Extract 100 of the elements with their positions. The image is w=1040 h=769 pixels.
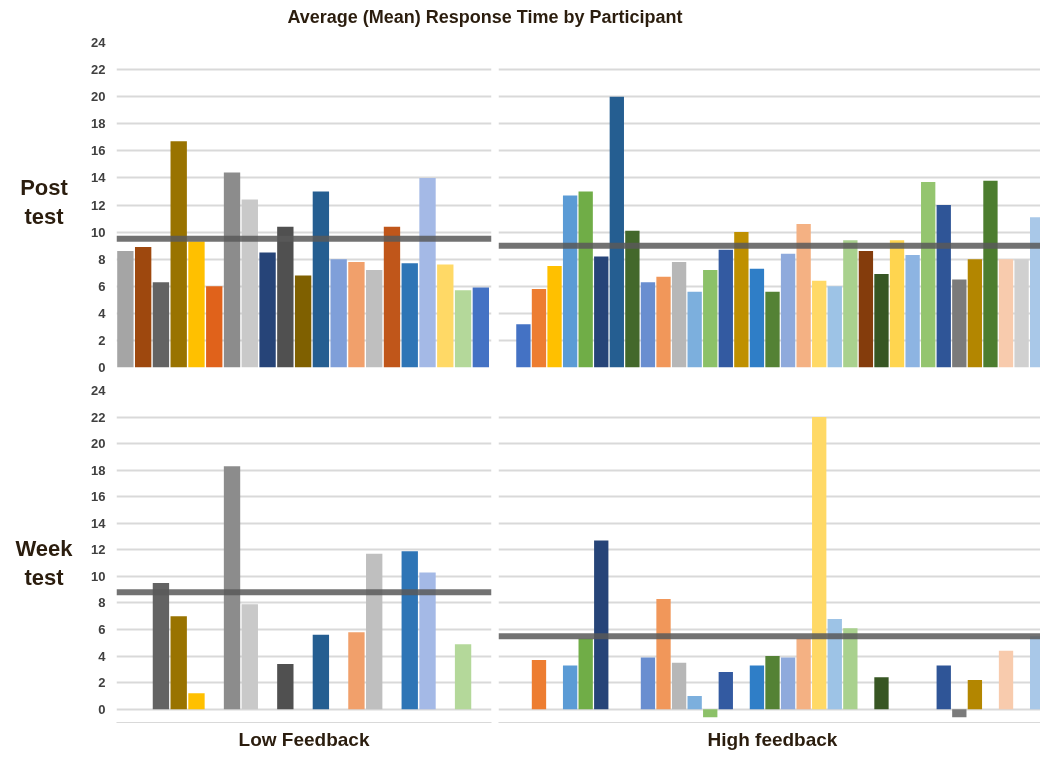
- bar: [640, 282, 656, 368]
- y-tick-label: 20: [91, 89, 106, 105]
- bar: [921, 181, 936, 368]
- bar: [967, 680, 983, 710]
- y-tick-label: 18: [91, 462, 106, 478]
- bar: [578, 638, 593, 710]
- bar: [952, 279, 967, 368]
- bar: [874, 677, 889, 710]
- bar: [294, 275, 312, 368]
- bar: [170, 141, 187, 368]
- bar: [734, 232, 749, 368]
- y-tick-label: 22: [91, 62, 106, 78]
- bar: [206, 286, 223, 368]
- y-axis-title: Week test: [14, 535, 74, 592]
- bar: [516, 324, 531, 368]
- y-tick-label: 12: [91, 197, 106, 213]
- y-tick-label: 0: [98, 360, 106, 375]
- bar: [827, 286, 842, 368]
- bar: [687, 291, 702, 368]
- bar: [843, 628, 858, 710]
- bar: [765, 291, 780, 368]
- bar: [765, 656, 780, 710]
- y-tick-label: 8: [98, 595, 106, 611]
- bar: [671, 261, 687, 368]
- bar: [812, 280, 827, 368]
- bar: [594, 256, 609, 368]
- bar: [562, 195, 578, 368]
- bar: [594, 540, 609, 710]
- y-tick-label: 6: [98, 622, 106, 638]
- y-tick-label: 14: [91, 170, 107, 186]
- y-tick-label: 6: [98, 278, 106, 294]
- bar: [718, 672, 733, 710]
- bar: [749, 665, 765, 710]
- y-tick-label: 22: [91, 409, 106, 425]
- bar: [936, 205, 951, 368]
- y-tick-label: 24: [91, 35, 107, 50]
- bar: [419, 177, 436, 368]
- bar: [749, 268, 765, 368]
- bar: [952, 709, 967, 718]
- bar: [419, 572, 436, 710]
- bar: [656, 599, 671, 710]
- bar: [401, 263, 418, 368]
- bar: [998, 650, 1014, 710]
- bar: [858, 251, 874, 368]
- y-tick-label: 10: [91, 568, 106, 584]
- bar: [348, 632, 365, 710]
- y-tick-label: 2: [98, 332, 106, 348]
- bar: [241, 604, 258, 710]
- bar: [562, 665, 578, 710]
- bar: [780, 657, 796, 710]
- bar: [383, 226, 401, 368]
- bar: [703, 270, 718, 368]
- bar: [983, 180, 998, 368]
- bar: [796, 638, 811, 710]
- y-tick-label: 2: [98, 675, 106, 691]
- bar: [640, 657, 656, 710]
- x-axis-title: High feedback: [707, 728, 838, 750]
- bar: [312, 191, 330, 368]
- bar: [625, 230, 640, 368]
- y-tick-label: 16: [91, 489, 106, 505]
- y-tick-label: 24: [91, 383, 107, 398]
- bar: [843, 240, 858, 368]
- bar: [401, 551, 418, 710]
- bar: [656, 276, 671, 368]
- bar: [348, 261, 365, 368]
- y-tick-label: 20: [91, 436, 106, 452]
- bar: [223, 466, 241, 710]
- bar: [905, 255, 920, 368]
- bar: [671, 662, 687, 710]
- bar: [437, 264, 454, 368]
- bar: [547, 265, 562, 368]
- bar: [578, 191, 593, 368]
- bar: [812, 417, 827, 710]
- bar: [531, 660, 547, 710]
- bar: [687, 695, 702, 710]
- bar: [967, 259, 983, 368]
- y-tick-label: 14: [91, 515, 107, 531]
- bar: [117, 251, 134, 368]
- bar: [454, 644, 472, 710]
- y-tick-label: 12: [91, 542, 106, 558]
- bar: [312, 634, 330, 710]
- bar: [152, 282, 170, 368]
- y-tick-label: 0: [98, 701, 106, 717]
- bar: [454, 290, 472, 368]
- chart-title: Average (Mean) Response Time by Participant: [287, 6, 683, 29]
- y-tick-label: 18: [91, 116, 106, 132]
- y-tick-label: 4: [98, 305, 107, 321]
- bar: [366, 270, 383, 368]
- bar: [330, 259, 347, 368]
- y-tick-label: 8: [98, 251, 106, 267]
- bar: [889, 240, 905, 368]
- bar: [874, 274, 889, 368]
- bar: [780, 253, 796, 368]
- y-axis-title: Post test: [19, 174, 69, 231]
- bar: [241, 199, 258, 368]
- bar: [718, 249, 733, 368]
- y-tick-label: 4: [98, 648, 107, 664]
- bar: [188, 693, 205, 710]
- bar: [609, 96, 624, 368]
- bar: [259, 252, 276, 368]
